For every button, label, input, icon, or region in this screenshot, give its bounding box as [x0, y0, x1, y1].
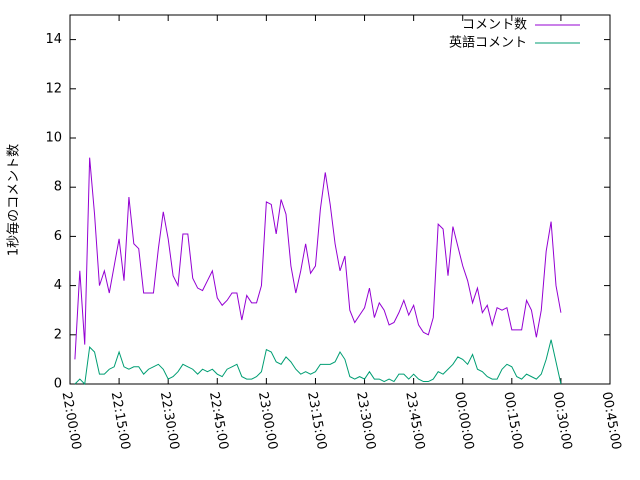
x-tick-label: 00:15:00: [500, 391, 525, 451]
y-tick-label: 2: [54, 327, 62, 342]
x-tick-label: 23:15:00: [304, 391, 329, 451]
y-tick-label: 12: [45, 81, 62, 96]
x-tick-label: 00:00:00: [451, 391, 476, 451]
series-line: [74, 157, 562, 360]
y-tick-label: 8: [54, 180, 62, 195]
x-tick-label: 23:30:00: [353, 391, 378, 451]
legend-label: コメント数: [462, 18, 527, 33]
series-line: [74, 339, 562, 386]
x-tick-label: 23:00:00: [255, 391, 280, 451]
x-tick-label: 23:45:00: [402, 391, 427, 451]
x-tick-label: 22:30:00: [157, 391, 182, 451]
legend-label: 英語コメント: [449, 35, 527, 51]
x-tick-label: 22:00:00: [59, 391, 84, 451]
x-tick-label: 22:45:00: [206, 391, 231, 451]
y-tick-label: 6: [54, 229, 62, 244]
y-tick-label: 4: [54, 278, 62, 293]
plot-frame: [69, 14, 611, 385]
y-tick-label: 14: [45, 32, 62, 47]
y-axis-label: 1秒毎のコメント数: [6, 144, 22, 256]
x-tick-label: 22:15:00: [108, 391, 133, 451]
x-tick-label: 00:30:00: [550, 391, 575, 451]
x-tick-label: 00:45:00: [599, 391, 624, 451]
y-tick-label: 10: [45, 131, 62, 146]
y-tick-label: 0: [54, 377, 62, 392]
